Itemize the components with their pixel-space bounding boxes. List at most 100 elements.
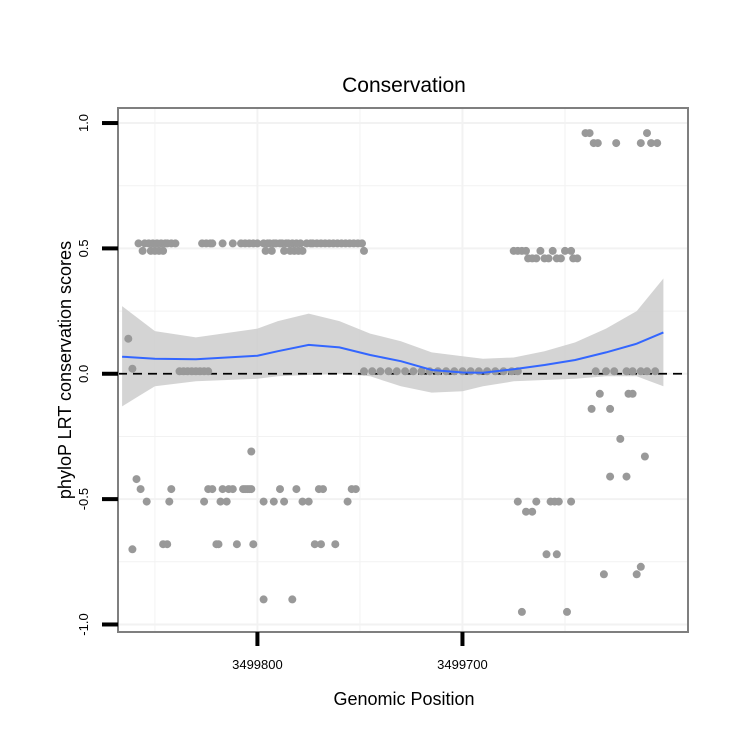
data-point (132, 475, 141, 484)
data-point (593, 139, 602, 148)
data-point (548, 246, 557, 255)
data-point (392, 367, 401, 376)
data-point (554, 497, 563, 506)
data-point (602, 367, 610, 376)
data-point (401, 367, 410, 376)
data-point (595, 389, 604, 398)
data-point (628, 389, 637, 398)
data-point (276, 485, 284, 494)
data-point (138, 246, 147, 255)
data-point (267, 246, 276, 255)
data-point (628, 367, 637, 376)
data-point (259, 497, 268, 506)
y-tick-label: -0.5 (76, 488, 91, 510)
data-point (259, 595, 268, 604)
data-point (204, 367, 213, 376)
data-point (591, 367, 600, 376)
data-point (612, 139, 621, 148)
data-point (200, 497, 209, 506)
data-point (159, 246, 168, 255)
data-point (528, 507, 537, 516)
data-point (134, 239, 143, 248)
data-point (466, 367, 475, 376)
data-point (228, 239, 237, 248)
data-point (247, 447, 256, 456)
data-point (165, 497, 174, 506)
chart-title: Conservation (342, 74, 466, 97)
data-point (261, 246, 270, 255)
data-point (409, 367, 418, 376)
data-point (636, 367, 645, 376)
data-point (163, 540, 172, 549)
data-point (567, 246, 576, 255)
data-point (573, 254, 582, 263)
data-point (532, 497, 541, 506)
data-point (298, 246, 307, 255)
data-point (532, 254, 541, 263)
data-point (552, 550, 561, 559)
plot-frame (117, 107, 689, 633)
y-tick-label: 0.0 (76, 365, 91, 383)
data-point (292, 485, 301, 494)
data-point (218, 239, 227, 248)
data-point (216, 497, 225, 506)
data-point (647, 139, 656, 148)
data-point (542, 550, 551, 559)
y-axis-label: phyloP LRT conservation scores (55, 241, 75, 499)
data-point (124, 334, 133, 343)
data-point (384, 367, 393, 376)
data-point (616, 434, 625, 443)
data-point (310, 540, 319, 549)
x-tick-label: 3499700 (437, 657, 488, 672)
data-point (606, 472, 615, 481)
y-tick-label: -1.0 (76, 613, 91, 635)
data-point (360, 246, 368, 255)
data-point (296, 239, 305, 248)
data-point (563, 607, 571, 616)
data-point (358, 239, 366, 248)
data-point (331, 540, 340, 549)
data-point (228, 485, 237, 494)
data-point (343, 497, 352, 506)
data-point (522, 246, 530, 255)
data-point (280, 246, 289, 255)
data-point (214, 540, 223, 549)
data-point (640, 452, 649, 461)
data-point (128, 545, 137, 554)
data-point (288, 595, 297, 604)
data-point (643, 367, 651, 376)
data-point (636, 562, 645, 571)
data-point (643, 129, 651, 138)
data-point (587, 404, 596, 413)
data-point (517, 607, 526, 616)
data-points (124, 129, 662, 616)
data-point (280, 497, 289, 506)
data-point (317, 540, 325, 549)
data-point (142, 497, 151, 506)
data-point (167, 485, 176, 494)
data-point (232, 540, 241, 549)
data-point (651, 367, 660, 376)
data-point (319, 485, 327, 494)
data-point (218, 485, 227, 494)
y-tick-label: 1.0 (76, 114, 91, 132)
data-point (128, 364, 137, 373)
data-point (632, 570, 641, 579)
data-point (536, 246, 545, 255)
x-tick-label: 3499800 (232, 657, 283, 672)
data-point (351, 485, 360, 494)
data-point (622, 472, 631, 481)
data-point (247, 485, 256, 494)
y-axis: -1.0 -0.5 0.0 0.5 1.0 (76, 114, 118, 636)
data-point (208, 485, 217, 494)
data-point (474, 367, 483, 376)
data-point (298, 497, 307, 506)
data-point (610, 367, 619, 376)
data-point (606, 404, 615, 413)
data-point (253, 239, 262, 248)
data-point (567, 497, 576, 506)
data-point (417, 367, 426, 376)
data-point (622, 367, 631, 376)
data-point (208, 239, 217, 248)
